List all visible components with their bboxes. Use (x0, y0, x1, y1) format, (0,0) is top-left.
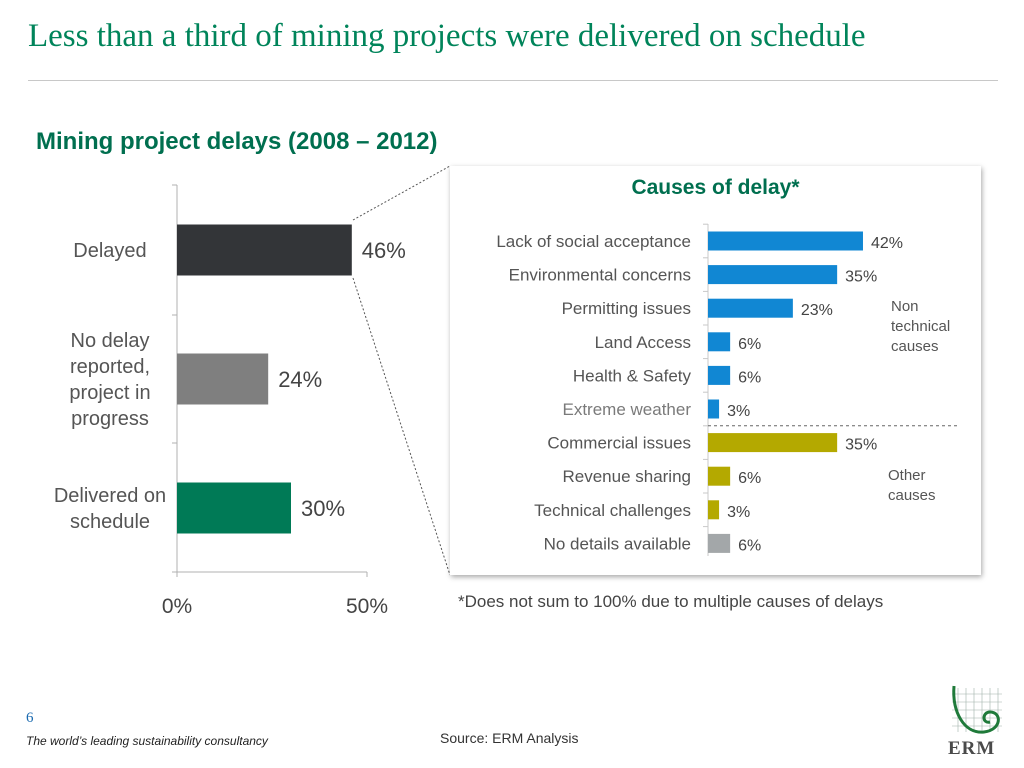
data-label: 6% (738, 336, 761, 353)
page-number: 6 (26, 710, 34, 726)
bar (177, 224, 352, 276)
bar (708, 332, 731, 352)
group-annotation: Other causes (888, 467, 936, 504)
category-label: Land Access (595, 333, 691, 352)
title-divider (28, 80, 998, 81)
bar (708, 231, 863, 251)
data-label: 24% (278, 367, 322, 392)
category-label: Extreme weather (563, 400, 692, 419)
category-label: Revenue sharing (562, 467, 691, 486)
category-label: No details available (544, 534, 691, 553)
data-label: 35% (845, 269, 877, 286)
logo-text: ERM (948, 738, 996, 759)
group-annotation: Non technical causes (891, 298, 950, 355)
bar (177, 353, 269, 405)
category-label: Health & Safety (573, 366, 692, 385)
category-label: Lack of social acceptance (496, 232, 691, 251)
data-label: 42% (871, 235, 903, 252)
source-note: Source: ERM Analysis (440, 730, 579, 746)
causes-chart-title: Causes of delay* (631, 176, 800, 199)
delays-bar-chart: 0% 50% 46% Delayed 24% No delay reported, proje… (54, 184, 406, 618)
x-tick-label: 0% (162, 595, 192, 618)
footnote: *Does not sum to 100% due to multiple ca… (458, 592, 884, 611)
data-label: 3% (727, 504, 750, 521)
bar (708, 298, 793, 318)
category-label: Environmental concerns (509, 266, 691, 285)
slide-title: Less than a third of mining projects wer… (28, 18, 866, 54)
bar (708, 399, 720, 419)
erm-logo-icon (952, 685, 1002, 734)
data-label: 30% (301, 496, 345, 521)
x-tick-label: 50% (346, 595, 388, 618)
data-label: 46% (362, 238, 406, 263)
data-label: 6% (738, 537, 761, 554)
category-label: Delivered on schedule (54, 485, 166, 533)
bar (177, 482, 291, 534)
category-label: Permitting issues (562, 299, 691, 318)
data-label: 6% (738, 369, 761, 386)
data-label: 23% (801, 302, 833, 319)
bar (708, 533, 731, 553)
category-label: Delayed (73, 240, 146, 262)
category-label: No delay reported, project in progress (69, 330, 150, 430)
data-label: 3% (727, 403, 750, 420)
category-label: Commercial issues (547, 434, 691, 453)
bar (708, 265, 838, 285)
data-label: 6% (738, 470, 761, 487)
category-label: Technical challenges (534, 501, 691, 520)
bar (708, 500, 720, 520)
bar (708, 466, 731, 486)
causes-panel: Causes of delay* Lack of social acceptan… (450, 166, 981, 575)
bar (708, 433, 838, 453)
tagline: The world’s leading sustainability consu… (26, 734, 268, 748)
data-label: 35% (845, 437, 877, 454)
causes-bar-chart: Lack of social acceptance 42% Environmenta… (496, 223, 958, 556)
delays-chart-title: Mining project delays (2008 – 2012) (36, 128, 438, 155)
bar (708, 365, 731, 385)
